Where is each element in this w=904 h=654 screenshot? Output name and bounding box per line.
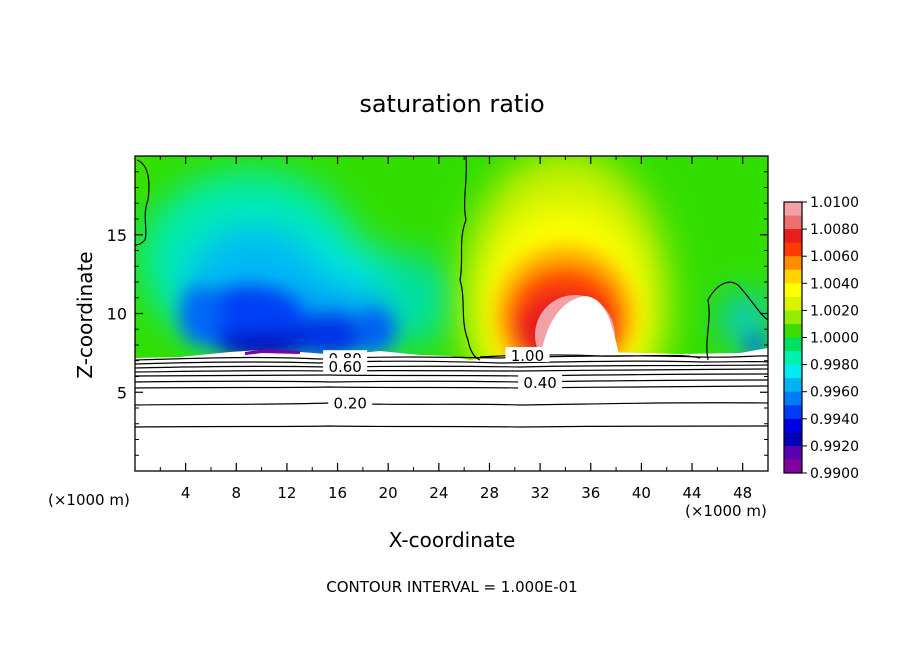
x-tick-label: 44 (682, 484, 701, 502)
x-tick-label: 8 (232, 484, 242, 502)
x-tick-label: 28 (480, 484, 499, 502)
colorbar-label: 1.0060 (810, 249, 859, 265)
x-tick-label: 12 (277, 484, 296, 502)
contour-labels: 0.800.601.000.400.20 (323, 347, 563, 412)
x-axis-unit-right: (×1000 m) (685, 502, 767, 520)
colorbar-swatch (784, 269, 802, 284)
colorbar-swatch (784, 378, 802, 393)
y-tick-label: 15 (107, 226, 127, 245)
colorbar-swatch (784, 323, 802, 338)
colorbar-swatch (784, 364, 802, 379)
contour-interval-note: CONTOUR INTERVAL = 1.000E-01 (326, 578, 577, 596)
y-tick-label: 10 (107, 305, 127, 324)
colorbar-swatch (784, 337, 802, 352)
x-axis-unit-left: (×1000 m) (48, 491, 130, 509)
contour-label: 0.40 (523, 374, 556, 392)
x-tick-label: 32 (531, 484, 550, 502)
colorbar-label: 0.9960 (810, 385, 859, 401)
colorbar-label: 0.9920 (810, 439, 859, 455)
colorbar-swatch (784, 283, 802, 298)
colorbar-label: 0.9940 (810, 412, 859, 428)
contour-label-bg (505, 347, 550, 363)
contour-label-bg (323, 358, 368, 374)
y-axis-label: Z-coordinate (73, 251, 97, 378)
contour-label: 0.60 (328, 358, 361, 376)
x-tick-label: 4 (181, 484, 191, 502)
contour-label: 0.20 (334, 394, 367, 412)
colorbar-swatch (784, 256, 802, 271)
x-tick-label: 20 (379, 484, 398, 502)
colorbar-swatch (784, 459, 802, 474)
x-tick-label: 36 (581, 484, 600, 502)
colorbar-swatch (784, 445, 802, 460)
x-tick-label: 24 (429, 484, 448, 502)
colorbar-swatch (784, 391, 802, 406)
colorbar-label: 0.9980 (810, 358, 859, 374)
colorbar-label: 1.0020 (810, 303, 859, 319)
colorbar-swatch (784, 432, 802, 447)
contour-lines (135, 156, 768, 428)
colorbar-swatch (784, 242, 802, 257)
chart-title: saturation ratio (359, 90, 544, 118)
y-tick-label: 5 (117, 383, 127, 402)
colorbar-swatch (784, 405, 802, 420)
colorbar-label: 1.0080 (810, 222, 859, 238)
colorbar-label: 1.0000 (810, 331, 859, 347)
contour-label-bg (518, 373, 563, 389)
y-axis-ticks: 5 10 15 (107, 171, 768, 456)
colorbar-label: 1.0040 (810, 276, 859, 292)
x-axis-label: X-coordinate (389, 528, 516, 552)
heatmap-field (135, 156, 768, 471)
x-axis-ticks: 4 8 12 16 20 24 28 32 36 40 44 48 (159, 156, 752, 502)
colorbar-label: 0.9900 (810, 466, 859, 482)
colorbar-swatch (784, 296, 802, 311)
colorbar-swatch (784, 351, 802, 366)
colorbar: 1.0100 1.0080 1.0060 1.0040 1.0020 1.0000 0.99… (783, 195, 859, 482)
colorbar-swatch (784, 215, 802, 230)
colorbar-label: 1.0100 (810, 195, 859, 211)
x-tick-label: 40 (632, 484, 651, 502)
colorbar-swatch (784, 418, 802, 433)
colorbar-swatch (784, 229, 802, 244)
contour-label-bg (328, 394, 373, 410)
x-tick-label: 48 (733, 484, 752, 502)
x-tick-label: 16 (328, 484, 347, 502)
contour-label: 1.00 (511, 347, 544, 365)
colorbar-swatch (784, 202, 802, 217)
colorbar-swatch (784, 310, 802, 325)
